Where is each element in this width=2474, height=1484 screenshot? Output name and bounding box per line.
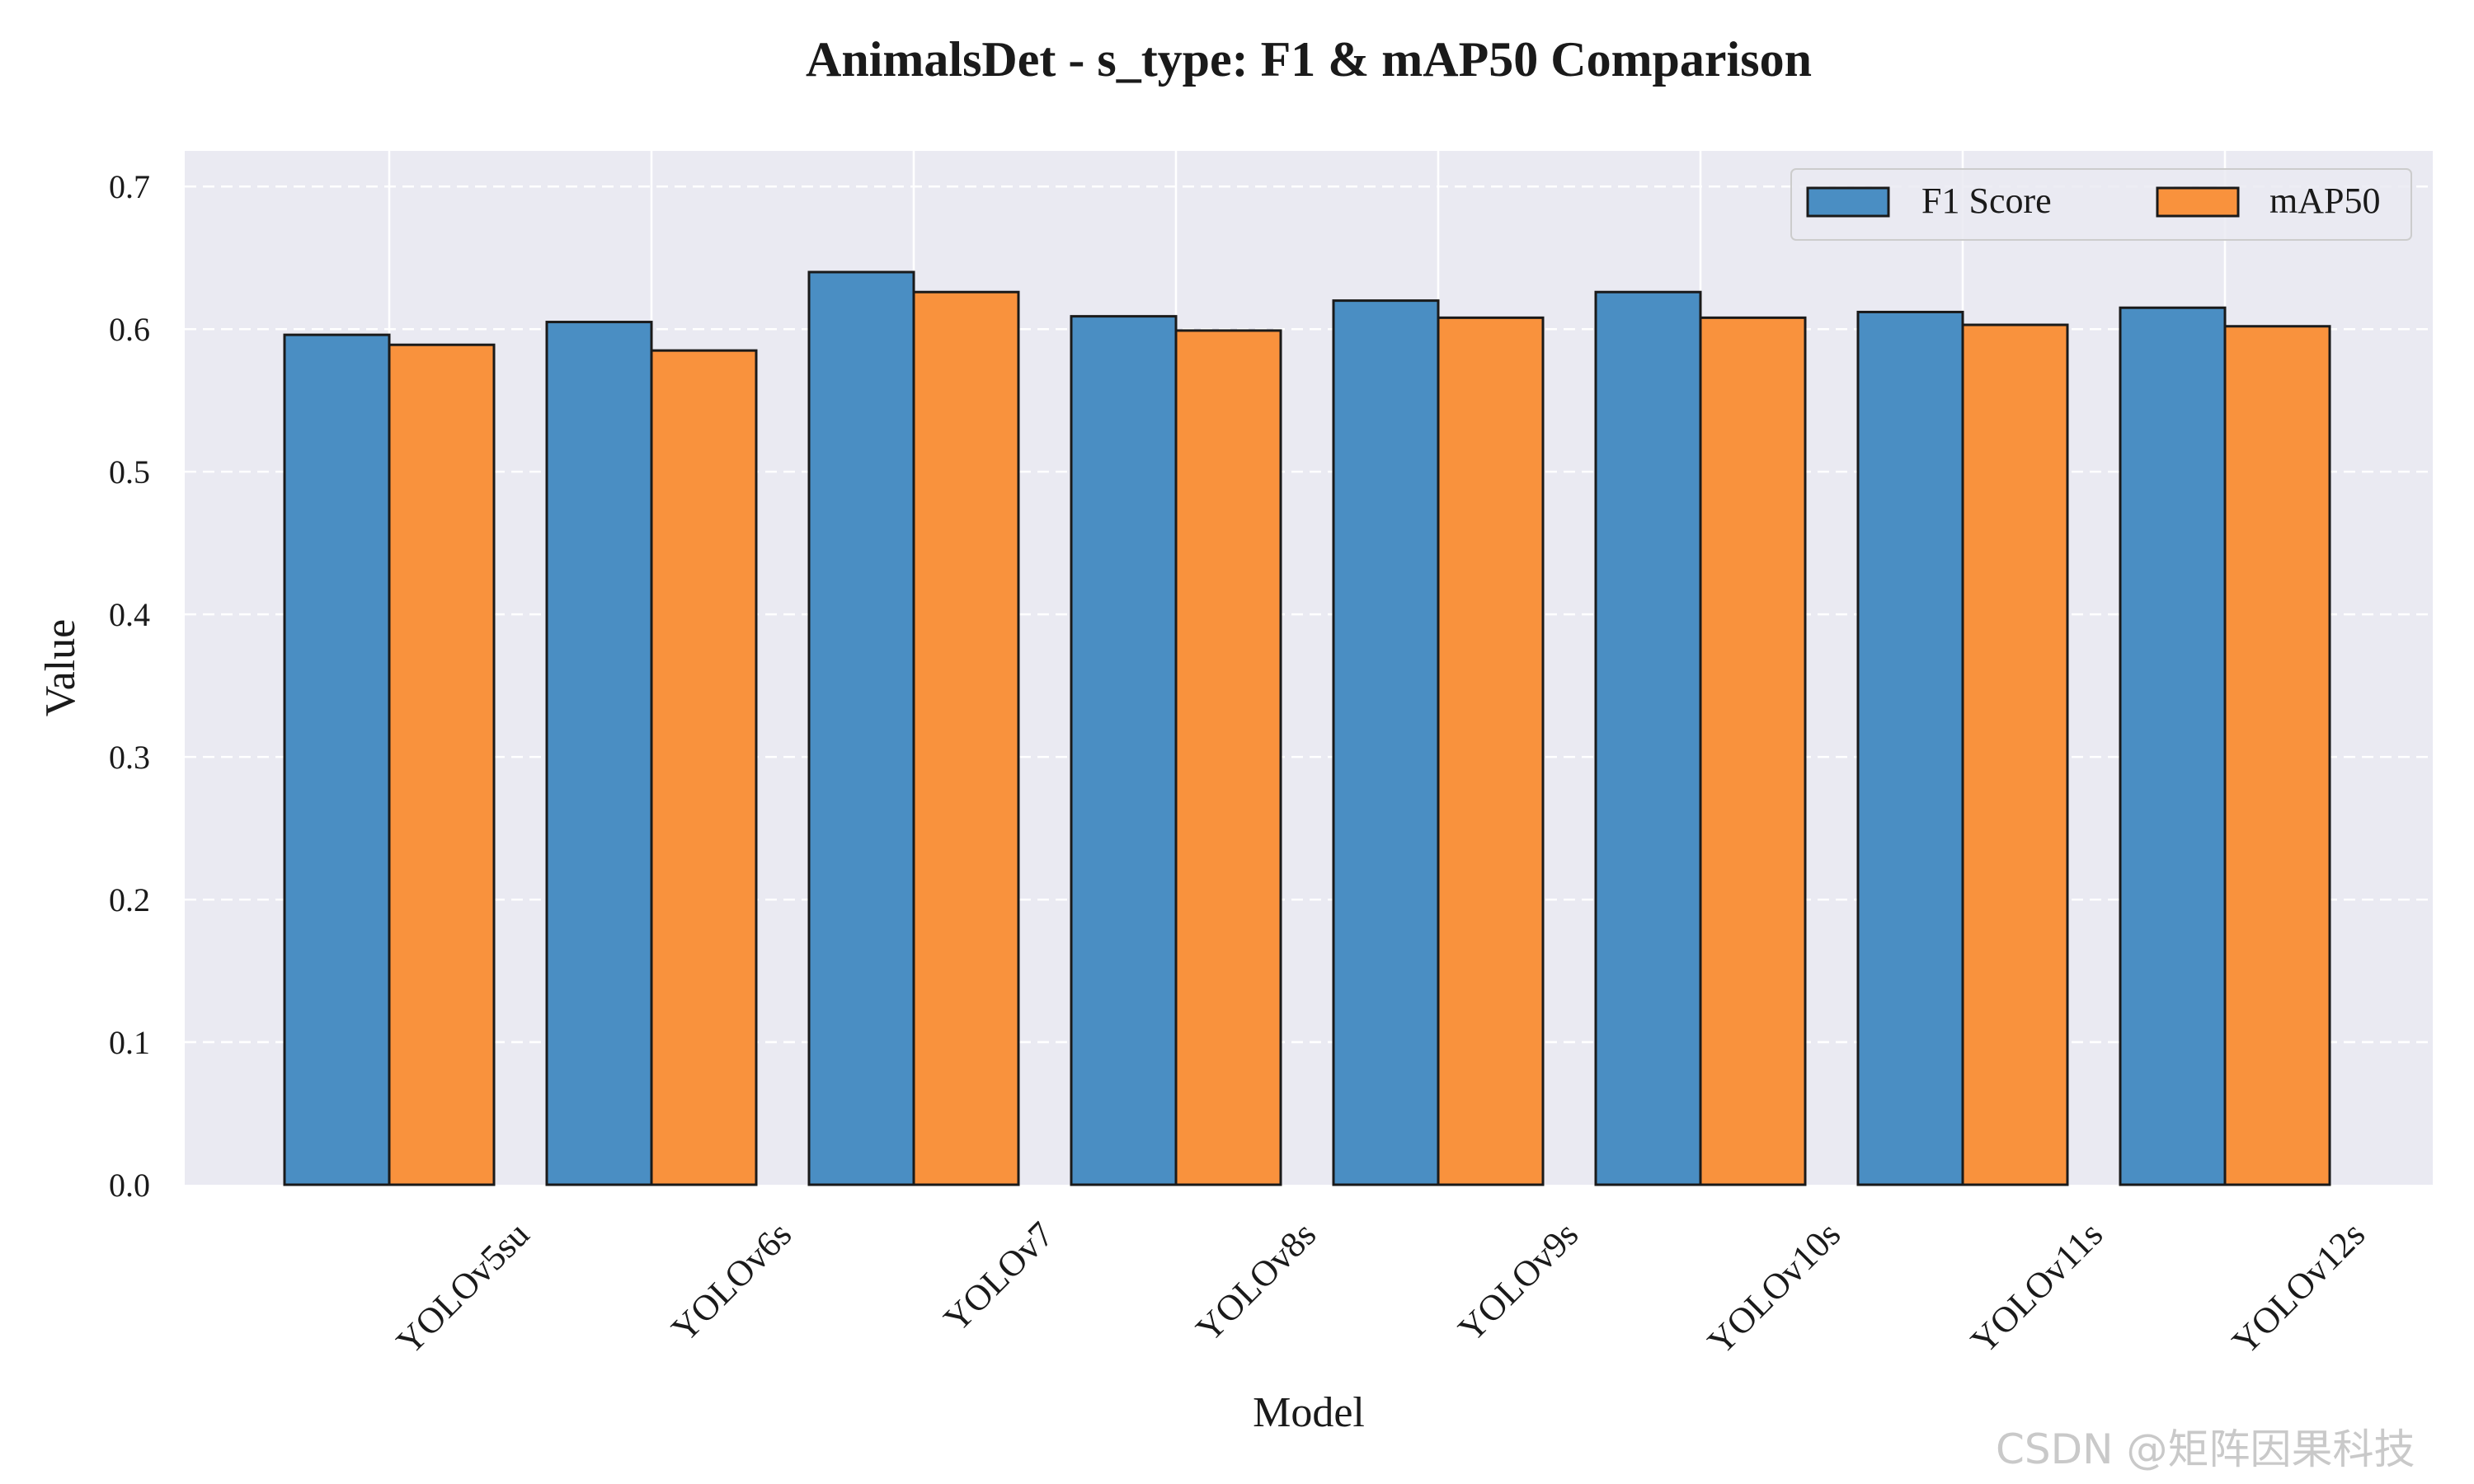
- bar-f1-score-yolov12s: [2119, 306, 2227, 1186]
- bar-map50-yolov7: [912, 290, 1020, 1186]
- legend-swatch-f1-score: [1806, 186, 1890, 218]
- y-tick-label: 0.4: [109, 596, 150, 633]
- legend: F1 Score mAP50: [1790, 168, 2412, 241]
- x-tick-label: YOLOv12s: [2224, 1214, 2373, 1362]
- bar-f1-score-yolov9s: [1332, 299, 1440, 1186]
- x-tick-label: YOLOv9s: [1451, 1214, 1586, 1349]
- y-tick-label: 0.5: [109, 453, 150, 491]
- bar-map50-yolov8s: [1174, 329, 1282, 1186]
- bar-map50-yolov12s: [2223, 325, 2331, 1186]
- bar-f1-score-yolov6s: [545, 321, 653, 1186]
- x-tick-label: YOLOv6s: [664, 1214, 799, 1349]
- legend-label-f1-score: F1 Score: [1921, 181, 2052, 221]
- y-tick-label: 0.0: [109, 1167, 150, 1204]
- plot-area: [185, 151, 2433, 1185]
- bar-map50-yolov9s: [1437, 316, 1545, 1186]
- bar-f1-score-yolov10s: [1594, 290, 1702, 1186]
- legend-box: [1790, 168, 2412, 241]
- x-axis-label: Model: [1253, 1389, 1365, 1436]
- x-tick-label: YOLOv7: [936, 1214, 1061, 1339]
- bar-map50-yolov6s: [650, 349, 758, 1186]
- y-tick-label: 0.2: [109, 881, 150, 918]
- y-tick-label: 0.3: [109, 739, 150, 776]
- x-tick-labels: YOLOv5su YOLOv6s YOLOv7 YOLOv8s YOLOv9s YOLOv…: [388, 1214, 2373, 1362]
- y-tick-label: 0.1: [109, 1024, 150, 1061]
- bar-map50-yolov11s: [1961, 323, 2069, 1186]
- x-tick-label: YOLOv5su: [388, 1214, 537, 1362]
- y-tick-label: 0.6: [109, 311, 150, 348]
- x-tick-label: YOLOv8s: [1188, 1214, 1324, 1349]
- bar-f1-score-yolov11s: [1856, 310, 1964, 1186]
- bar-f1-score-yolov8s: [1070, 315, 1178, 1186]
- chart-title: AnimalsDet - s_type: F1 & mAP50 Comparis…: [806, 32, 1812, 87]
- bar-f1-score-yolov5su: [283, 333, 391, 1186]
- x-tick-label: YOLOv11s: [1963, 1214, 2110, 1361]
- bars: [283, 270, 2331, 1186]
- y-axis-label: Value: [37, 619, 84, 716]
- bar-map50-yolov10s: [1699, 316, 1807, 1186]
- watermark: CSDN @矩阵因果科技: [1996, 1425, 2415, 1473]
- y-tick-labels: 0.0 0.1 0.2 0.3 0.4 0.5 0.6 0.7: [109, 168, 150, 1204]
- bar-map50-yolov5su: [388, 343, 496, 1186]
- y-tick-label: 0.7: [109, 168, 150, 205]
- legend-label-map50: mAP50: [2269, 181, 2380, 221]
- legend-swatch-map50: [2156, 186, 2240, 218]
- bar-f1-score-yolov7: [807, 270, 915, 1186]
- x-tick-label: YOLOv10s: [1700, 1214, 1848, 1362]
